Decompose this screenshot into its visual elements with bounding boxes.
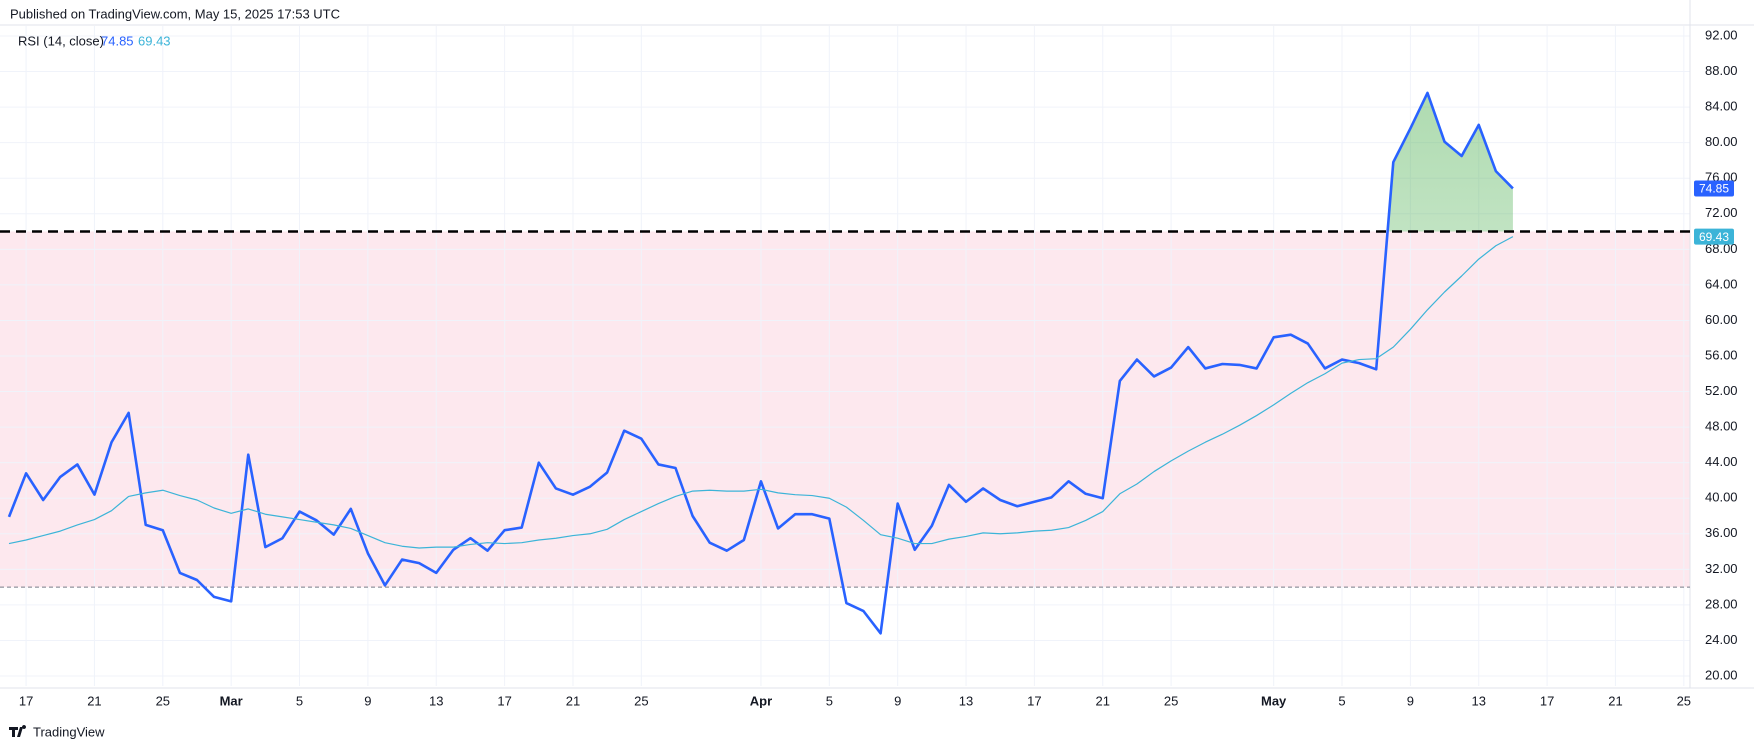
y-tick-label: 60.00 bbox=[1705, 312, 1738, 327]
x-tick-label: 17 bbox=[1027, 693, 1041, 708]
y-tick-label: 24.00 bbox=[1705, 632, 1738, 647]
logo bbox=[9, 725, 27, 737]
y-tick-label: 88.00 bbox=[1705, 63, 1738, 78]
y-tick-label: 44.00 bbox=[1705, 454, 1738, 469]
x-tick-label: 13 bbox=[1472, 693, 1486, 708]
x-tick-label: 5 bbox=[826, 693, 833, 708]
x-tick-label: 9 bbox=[364, 693, 371, 708]
y-tick-label: 36.00 bbox=[1705, 525, 1738, 540]
legend-rsi-value: 74.85 bbox=[101, 33, 134, 48]
x-tick-label: 21 bbox=[1096, 693, 1110, 708]
x-tick-label: May bbox=[1261, 693, 1287, 708]
y-tick-label: 56.00 bbox=[1705, 347, 1738, 362]
x-tick-label: 17 bbox=[1540, 693, 1554, 708]
y-tick-label: 32.00 bbox=[1705, 561, 1738, 576]
y-tick-label: 80.00 bbox=[1705, 134, 1738, 149]
price-tag-label: 69.43 bbox=[1699, 230, 1729, 244]
y-tick-label: 48.00 bbox=[1705, 419, 1738, 434]
indicator-name: RSI (14, close) bbox=[18, 33, 104, 48]
x-tick-label: 21 bbox=[566, 693, 580, 708]
price-tag bbox=[1694, 180, 1734, 197]
legend-ma-value: 69.43 bbox=[138, 33, 171, 48]
price-tag-label: 74.85 bbox=[1699, 182, 1729, 196]
rsi-band bbox=[0, 231, 1690, 588]
y-tick-label: 84.00 bbox=[1705, 99, 1738, 114]
x-tick-label: Apr bbox=[750, 693, 772, 708]
y-tick-label: 28.00 bbox=[1705, 596, 1738, 611]
rsi-line bbox=[7, 91, 1514, 635]
x-tick-label: 21 bbox=[1608, 693, 1622, 708]
y-tick-label: 92.00 bbox=[1705, 27, 1738, 42]
y-tick-label: 52.00 bbox=[1705, 383, 1738, 398]
x-tick-label: 5 bbox=[296, 693, 303, 708]
published-header: Published on TradingView.com, May 15, 20… bbox=[10, 6, 340, 21]
x-tick-label: 25 bbox=[156, 693, 170, 708]
y-tick-label: 64.00 bbox=[1705, 276, 1738, 291]
y-tick-label: 20.00 bbox=[1705, 667, 1738, 682]
x-tick-label: 13 bbox=[429, 693, 443, 708]
x-tick-label: 13 bbox=[959, 693, 973, 708]
plot-background bbox=[0, 26, 1690, 686]
x-tick-label: 21 bbox=[87, 693, 101, 708]
x-tick-label: 17 bbox=[19, 693, 33, 708]
x-tick-label: 25 bbox=[1164, 693, 1178, 708]
y-tick-label: 72.00 bbox=[1705, 205, 1738, 220]
x-tick-label: 9 bbox=[894, 693, 901, 708]
x-tick-label: Mar bbox=[220, 693, 243, 708]
x-tick-label: 5 bbox=[1338, 693, 1345, 708]
x-tick-label: 17 bbox=[497, 693, 511, 708]
footer-brand: TradingView bbox=[33, 724, 105, 739]
x-tick-label: 25 bbox=[1677, 693, 1691, 708]
x-tick-label: 9 bbox=[1407, 693, 1414, 708]
y-tick-label: 40.00 bbox=[1705, 490, 1738, 505]
x-tick-label: 25 bbox=[634, 693, 648, 708]
price-tag bbox=[1694, 228, 1734, 245]
rsi-ma-line bbox=[8, 236, 1514, 549]
